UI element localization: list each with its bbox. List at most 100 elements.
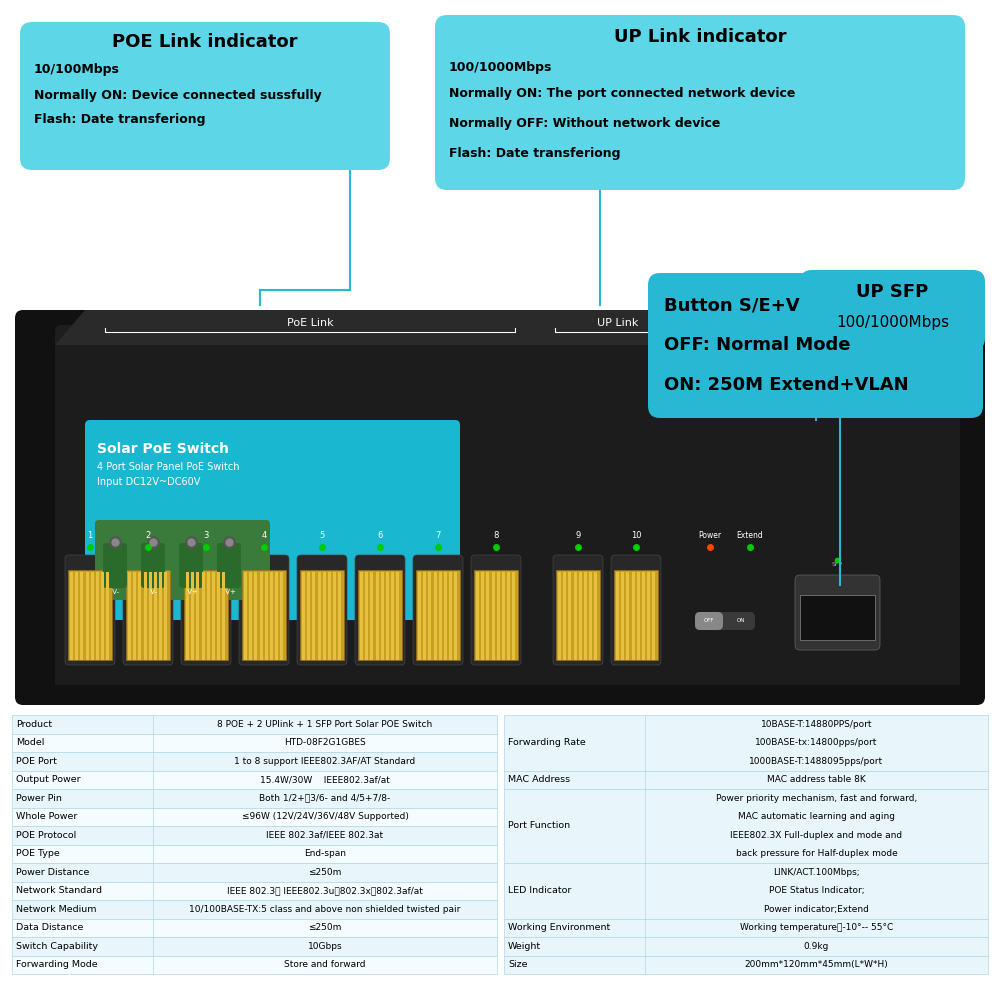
Bar — [632, 572, 635, 660]
Text: IEEE 802.3、 IEEE802.3u、802.3x、802.3af/at: IEEE 802.3、 IEEE802.3u、802.3x、802.3af/at — [227, 886, 423, 895]
Text: 2*1000Mbps Uplink: 2*1000Mbps Uplink — [840, 346, 900, 351]
Bar — [164, 572, 167, 660]
Bar — [504, 863, 988, 918]
Bar — [96, 572, 99, 660]
FancyBboxPatch shape — [800, 270, 985, 350]
Bar — [144, 572, 147, 660]
Text: 7: 7 — [435, 530, 441, 540]
Bar — [358, 570, 402, 660]
Bar — [594, 572, 597, 660]
FancyBboxPatch shape — [471, 555, 521, 665]
Text: POE Port: POE Port — [16, 757, 57, 766]
Bar — [512, 572, 515, 660]
Text: Store and forward: Store and forward — [284, 960, 366, 969]
Bar — [159, 572, 162, 660]
Text: Flash: Date transferiong: Flash: Date transferiong — [34, 113, 206, 126]
Bar — [12, 808, 497, 826]
Bar — [307, 572, 310, 660]
Text: ≤96W (12V/24V/36V/48V Supported): ≤96W (12V/24V/36V/48V Supported) — [242, 812, 408, 821]
Bar — [652, 572, 655, 660]
Bar — [647, 572, 650, 660]
Text: Forwarding Rate: Forwarding Rate — [508, 738, 586, 747]
Bar — [338, 572, 341, 660]
Text: 15.4W/30W    IEEE802.3af/at: 15.4W/30W IEEE802.3af/at — [260, 775, 390, 784]
Bar — [12, 789, 497, 808]
Bar — [439, 572, 442, 660]
Bar — [574, 572, 577, 660]
Text: OFF: OFF — [704, 618, 714, 624]
FancyBboxPatch shape — [181, 555, 231, 665]
Bar — [260, 572, 263, 660]
Text: 10BASE-T:14880PPS/port: 10BASE-T:14880PPS/port — [761, 720, 872, 729]
Bar — [242, 570, 286, 660]
Text: ≤250m: ≤250m — [308, 868, 342, 877]
Text: 3: 3 — [203, 530, 209, 540]
Text: LED Indicator: LED Indicator — [508, 886, 571, 895]
Text: V-: V- — [110, 589, 120, 595]
Text: Input DC12V~DC60V: Input DC12V~DC60V — [97, 477, 200, 487]
Bar — [186, 572, 189, 660]
Bar — [449, 572, 452, 660]
Text: 1 to 8 support IEEE802.3AF/AT Standard: 1 to 8 support IEEE802.3AF/AT Standard — [234, 757, 416, 766]
FancyBboxPatch shape — [648, 273, 983, 418]
Text: Solar PoE Switch: Solar PoE Switch — [97, 442, 229, 456]
Text: IEEE 802.3af/IEEE 802.3at: IEEE 802.3af/IEEE 802.3at — [266, 831, 384, 840]
Bar — [454, 572, 457, 660]
Bar — [800, 595, 875, 640]
FancyBboxPatch shape — [15, 310, 985, 705]
Text: 10Gbps: 10Gbps — [308, 942, 342, 951]
Bar — [328, 572, 331, 660]
FancyBboxPatch shape — [695, 612, 755, 630]
Bar — [504, 715, 988, 770]
Text: back pressure for Half-duplex mode: back pressure for Half-duplex mode — [736, 849, 897, 858]
Text: ON: ON — [737, 618, 745, 624]
Text: Power indicator;Extend: Power indicator;Extend — [764, 905, 869, 914]
Text: Working temperature：-10°-- 55°C: Working temperature：-10°-- 55°C — [740, 923, 893, 932]
Bar — [504, 770, 988, 789]
Text: 1: 1 — [87, 530, 93, 540]
Text: Port Function: Port Function — [508, 822, 570, 830]
Bar — [222, 572, 225, 660]
Bar — [212, 572, 215, 660]
Text: 8*10/100Mbps PoE: 8*10/100Mbps PoE — [841, 338, 899, 344]
Bar — [312, 572, 315, 660]
Text: Power: Power — [698, 530, 722, 540]
Polygon shape — [55, 310, 960, 345]
Text: Output Power: Output Power — [16, 775, 81, 784]
Bar — [318, 572, 321, 660]
Text: 5: 5 — [319, 530, 325, 540]
Bar — [300, 570, 344, 660]
FancyBboxPatch shape — [435, 15, 965, 190]
Bar — [365, 572, 368, 660]
FancyBboxPatch shape — [95, 520, 270, 600]
Text: POE Link indicator: POE Link indicator — [112, 33, 298, 51]
Text: 10: 10 — [631, 530, 641, 540]
Bar — [91, 572, 94, 660]
Bar — [280, 572, 283, 660]
Bar — [12, 918, 497, 937]
FancyBboxPatch shape — [179, 543, 203, 588]
FancyBboxPatch shape — [297, 555, 347, 665]
FancyBboxPatch shape — [85, 420, 460, 620]
FancyBboxPatch shape — [611, 555, 661, 665]
Bar — [558, 572, 561, 660]
Bar — [265, 572, 268, 660]
Bar — [381, 572, 384, 660]
Text: 0.9kg: 0.9kg — [804, 942, 829, 951]
Text: 10/100Mbps: 10/100Mbps — [34, 64, 120, 77]
Bar — [244, 572, 247, 660]
Bar — [196, 572, 199, 660]
Bar — [12, 900, 497, 918]
Text: Model: Model — [16, 738, 44, 747]
Text: OFF: Normal Mode: OFF: Normal Mode — [664, 336, 850, 354]
Bar — [621, 572, 624, 660]
Text: 1*SFP: 1*SFP — [861, 353, 879, 358]
Bar — [502, 572, 505, 660]
FancyBboxPatch shape — [355, 555, 405, 665]
Bar — [396, 572, 399, 660]
Bar — [568, 572, 571, 660]
Text: Whole Power: Whole Power — [16, 812, 77, 821]
Bar — [12, 937, 497, 956]
Bar — [504, 937, 988, 956]
Bar — [12, 956, 497, 974]
